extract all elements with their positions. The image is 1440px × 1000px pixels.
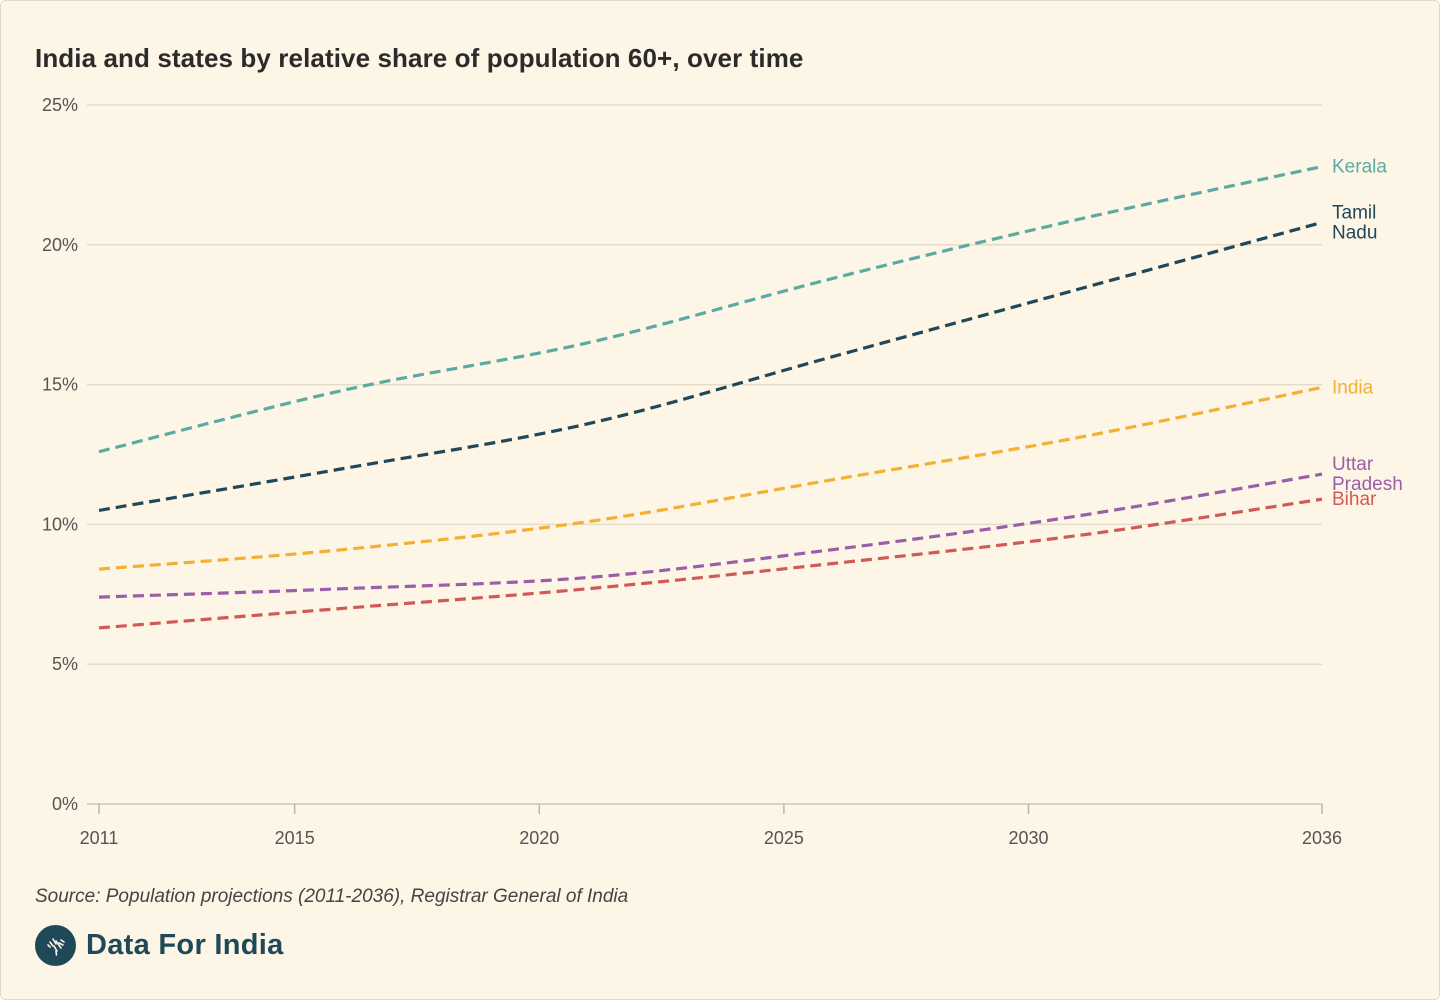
series-line-bihar — [98, 497, 1323, 630]
series-label-kerala: Kerala — [1332, 157, 1387, 178]
series-label-line: Kerala — [1332, 157, 1387, 178]
series-label-line: India — [1332, 377, 1374, 398]
y-tick-label: 10% — [42, 514, 78, 534]
series-label-india: India — [1332, 377, 1374, 398]
x-tick-label: 2020 — [519, 828, 559, 848]
series-label-uttar-pradesh: Uttar Pradesh — [1332, 454, 1403, 495]
source-note: Source: Population projections (2011-203… — [35, 886, 629, 907]
series-label-line: Bihar — [1332, 489, 1377, 510]
x-tick-label: 2036 — [1302, 828, 1342, 848]
series-label-line: Uttar — [1332, 454, 1374, 475]
x-tick-label: 2030 — [1008, 828, 1048, 848]
series-label-line: Tamil — [1332, 202, 1376, 223]
brand-name: Data For India — [86, 929, 284, 961]
chart-title: India and states by relative share of po… — [35, 43, 804, 73]
series-line-india — [98, 385, 1323, 571]
y-tick-label: 25% — [42, 95, 78, 115]
series-lines — [98, 164, 1323, 630]
india-map-icon — [35, 925, 76, 966]
y-tick-label: 0% — [52, 794, 78, 814]
x-tick-label: 2025 — [764, 828, 804, 848]
x-tick-label: 2015 — [275, 828, 315, 848]
series-label-line: Pradesh — [1332, 474, 1403, 495]
series-line-kerala — [98, 164, 1323, 454]
series-label-line: Nadu — [1332, 222, 1377, 243]
brand[interactable]: Data For India — [35, 925, 284, 966]
y-tick-label: 20% — [42, 235, 78, 255]
y-tick-label: 15% — [42, 375, 78, 395]
series-line-tamil-nadu — [98, 220, 1323, 512]
series-label-bihar: Bihar — [1332, 489, 1377, 510]
series-label-tamil-nadu: Tamil Nadu — [1332, 202, 1377, 243]
x-axis: 2011 2015 2020 2025 2030 2036 — [80, 803, 1342, 848]
grid — [87, 104, 1322, 665]
y-axis: 0% 5% 10% 15% 20% 25% — [42, 95, 78, 814]
y-tick-label: 5% — [52, 654, 78, 674]
x-tick-label: 2011 — [80, 828, 119, 848]
series-line-uttar-pradesh — [98, 472, 1323, 599]
line-chart: 0% 5% 10% 15% 20% 25% 2011 2015 2020 2025 2030 203… — [42, 95, 1403, 848]
